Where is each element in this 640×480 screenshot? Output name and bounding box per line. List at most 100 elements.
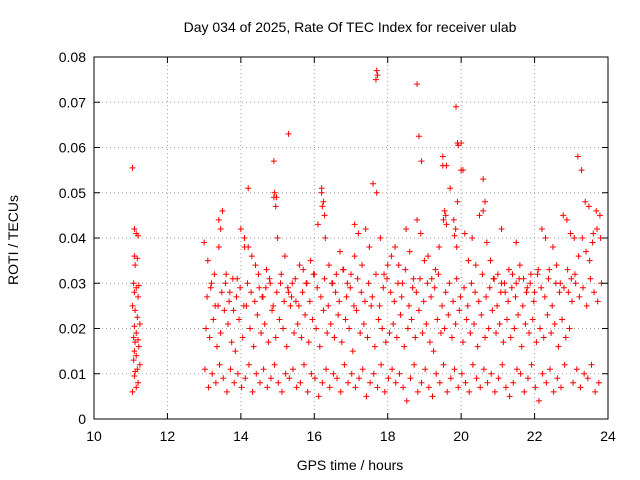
data-point [283,343,290,350]
data-point [549,244,556,251]
data-point [505,266,512,273]
data-point [531,289,538,296]
data-point [226,298,233,305]
data-point [205,384,212,391]
data-point [136,320,143,327]
data-point [296,262,303,269]
data-point [558,384,565,391]
data-point [570,379,577,386]
data-point [397,311,404,318]
data-point [129,302,136,309]
data-point [516,262,523,269]
data-point [226,289,233,296]
data-point [376,302,383,309]
data-point [266,275,273,282]
data-point [271,361,278,368]
data-point [404,325,411,332]
data-point [502,384,509,391]
data-point [281,298,288,305]
data-point [297,379,304,386]
data-point [201,239,208,246]
data-point [292,275,299,282]
data-point [287,302,294,309]
data-point [436,379,443,386]
data-point [589,239,596,246]
y-tick-label: 0.05 [59,185,86,201]
data-point [422,366,429,373]
data-point [426,339,433,346]
data-point [319,379,326,386]
data-point [584,375,591,382]
data-point [322,235,329,241]
data-point [131,225,138,232]
data-point [132,339,139,346]
data-point [260,366,267,373]
y-tick-label: 0.01 [59,366,86,382]
data-point [562,334,569,341]
data-point [303,280,310,287]
data-point [216,361,223,368]
data-point [351,221,358,228]
data-point [285,130,292,137]
data-point [272,203,279,210]
data-point [307,257,314,264]
data-point [289,366,296,373]
data-points [129,67,605,404]
data-point [440,216,447,223]
data-point [255,271,262,278]
data-point [521,388,528,395]
data-point [132,368,139,375]
data-point [248,253,255,260]
data-point [304,388,311,395]
data-point [328,280,335,287]
data-point [413,289,420,296]
data-point [204,293,211,300]
data-point [379,325,386,332]
data-point [513,280,520,287]
data-point [496,320,503,327]
data-point [592,388,599,395]
data-point [417,275,424,282]
data-point [350,302,357,309]
data-point [353,307,360,314]
data-point [513,239,520,246]
data-point [131,373,138,380]
data-point [461,230,468,237]
x-tick-label: 14 [233,428,249,444]
data-point [335,311,342,318]
data-point [272,334,279,341]
data-point [408,316,415,323]
data-point [450,216,457,223]
data-point [273,289,280,296]
data-point [470,320,477,327]
y-tick-label: 0.03 [59,275,86,291]
data-point [477,384,484,391]
data-point [507,334,514,341]
data-point [501,280,508,287]
y-tick-label: 0.04 [59,230,86,246]
data-point [524,375,531,382]
data-point [568,275,575,282]
data-point [432,266,439,273]
data-point [515,311,522,318]
data-point [566,325,573,332]
data-point [414,216,421,223]
data-point [381,271,388,278]
data-point [369,293,376,300]
data-point [578,167,585,174]
data-point [217,225,224,232]
data-point [524,284,531,291]
data-point [480,207,487,214]
data-point [338,339,345,346]
data-point [374,72,381,79]
data-point [403,397,410,404]
data-point [371,343,378,350]
data-point [225,320,232,327]
data-point [561,361,568,368]
data-point [455,384,462,391]
data-point [302,311,309,318]
data-point [402,266,409,273]
data-point [236,316,243,323]
data-point [532,384,539,391]
